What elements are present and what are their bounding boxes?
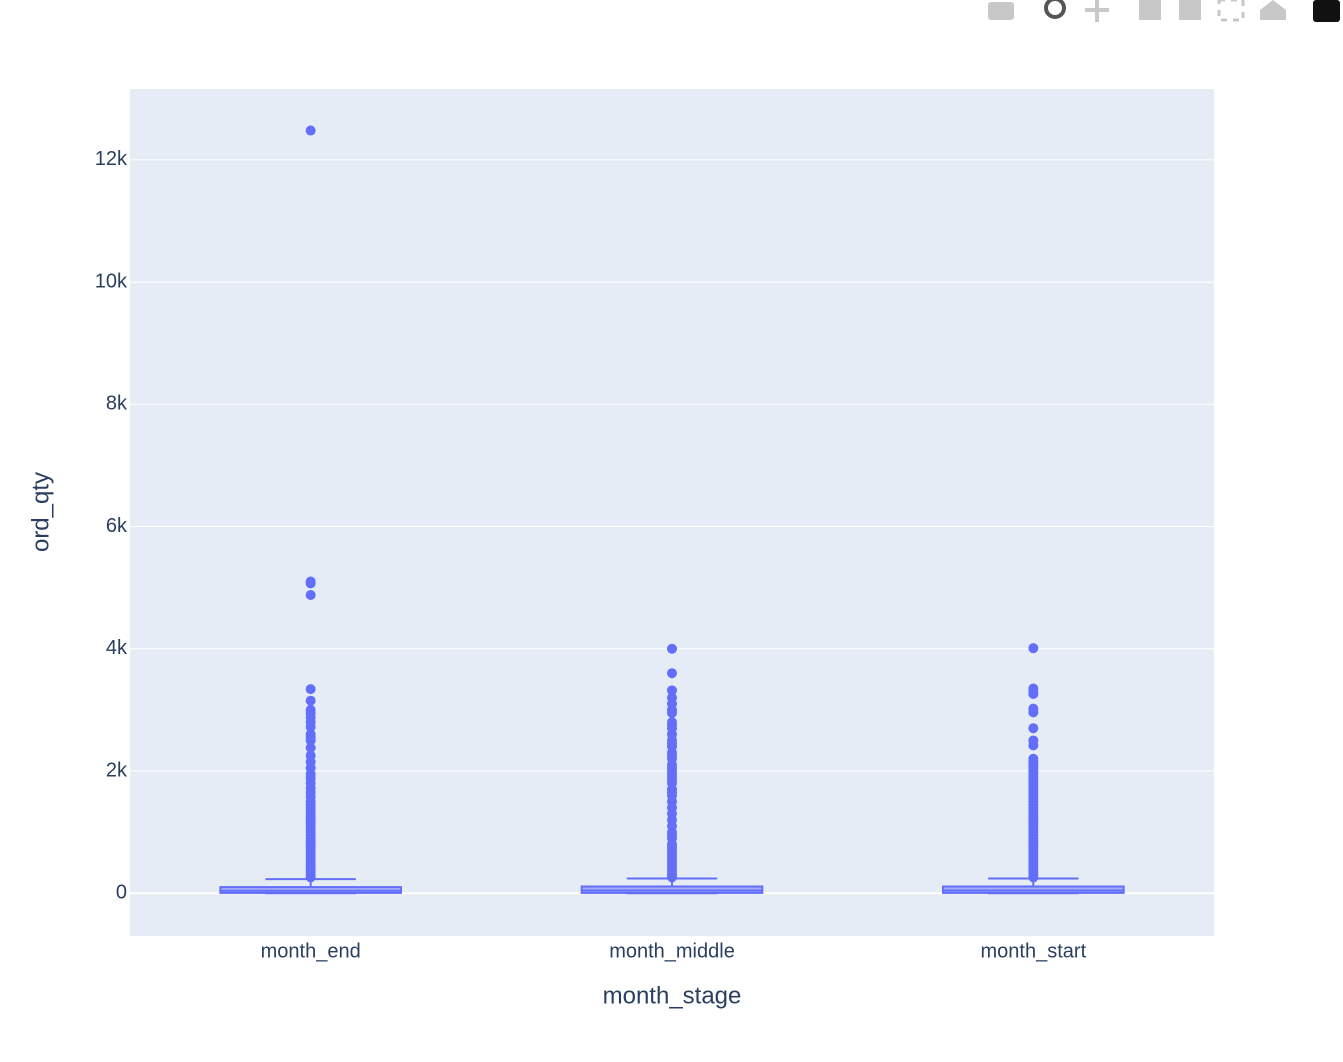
x-tick-label: month_start bbox=[981, 940, 1087, 962]
outlier-point bbox=[305, 735, 316, 746]
pan-button[interactable] bbox=[1085, 0, 1109, 22]
outlier-point bbox=[305, 590, 316, 600]
zoom-out-button[interactable] bbox=[1179, 0, 1201, 20]
outlier-point bbox=[305, 125, 316, 136]
outlier-point bbox=[667, 643, 677, 654]
outlier-point bbox=[667, 668, 677, 679]
outlier-point bbox=[305, 742, 316, 753]
plotly-logo[interactable] bbox=[1313, 0, 1340, 22]
x-tick-label: month_end bbox=[261, 940, 361, 962]
reset-button[interactable] bbox=[1260, 0, 1286, 20]
outlier-point bbox=[1028, 723, 1039, 734]
modebar bbox=[988, 0, 1340, 22]
outlier-point bbox=[667, 707, 677, 718]
outlier-point bbox=[1028, 707, 1039, 718]
y-tick-label: 2k bbox=[106, 759, 128, 781]
y-tick-label: 0 bbox=[116, 882, 127, 904]
outlier-point bbox=[305, 578, 316, 589]
zoom-in-button[interactable] bbox=[1139, 0, 1161, 20]
outlier-point bbox=[305, 872, 316, 883]
y-tick-label: 8k bbox=[106, 393, 128, 415]
x-tick-label: month_middle bbox=[609, 940, 735, 962]
outlier-point bbox=[1028, 872, 1039, 883]
camera-button[interactable] bbox=[988, 2, 1014, 20]
autoscale-button[interactable] bbox=[1217, 0, 1245, 22]
outlier-point bbox=[667, 685, 677, 696]
outlier-point bbox=[305, 722, 316, 732]
outlier-point bbox=[667, 872, 677, 883]
y-tick-label: 12k bbox=[95, 148, 128, 170]
y-axis-title: ord_qty bbox=[27, 472, 54, 552]
y-tick-label: 10k bbox=[95, 270, 128, 292]
outlier-point bbox=[1028, 740, 1039, 751]
x-axis-title: month_stage bbox=[603, 982, 742, 1009]
y-tick-label: 6k bbox=[106, 515, 128, 537]
outlier-point bbox=[305, 684, 316, 695]
y-tick-label: 4k bbox=[106, 637, 128, 659]
outlier-point bbox=[1028, 689, 1039, 699]
zoom-button[interactable] bbox=[1044, 0, 1066, 19]
outlier-point bbox=[1028, 643, 1039, 654]
outlier-point bbox=[305, 695, 316, 706]
